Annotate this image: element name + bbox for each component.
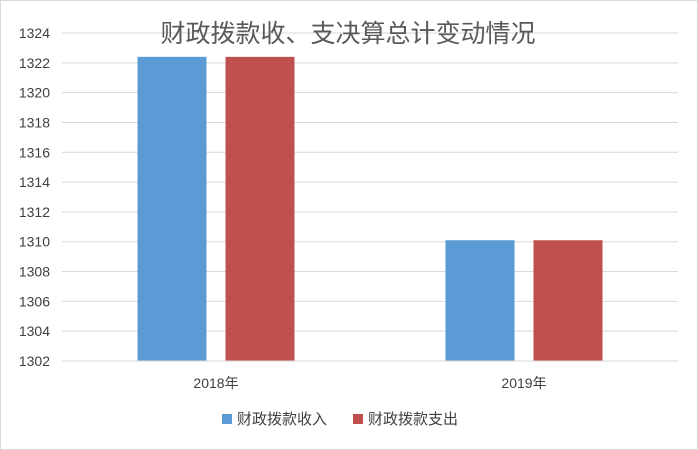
- legend-label-1: 财政拨款支出: [368, 410, 458, 428]
- x-category-label: 2019年: [501, 375, 546, 391]
- bar-expense-1: [533, 240, 603, 361]
- x-axis: 2018年 2019年: [62, 360, 678, 391]
- bar-income-1: [445, 240, 515, 361]
- legend-swatch-0: [222, 414, 232, 424]
- legend: 财政拨款收入 财政拨款支出: [222, 410, 458, 428]
- chart-title: 财政拨款收、支决算总计变动情况: [160, 19, 535, 48]
- legend-swatch-1: [353, 414, 363, 424]
- bars: [137, 56, 603, 361]
- y-tick-label: 1318: [19, 114, 50, 130]
- y-tick-label: 1324: [19, 25, 50, 41]
- y-axis: 1302 1304 1306 1308 1310 1312 1314 1316 1318 1320…: [19, 25, 50, 369]
- bar-income-0: [137, 56, 207, 361]
- y-tick-label: 1302: [19, 353, 50, 369]
- y-tick-label: 1320: [19, 85, 50, 101]
- legend-label-0: 财政拨款收入: [237, 410, 327, 428]
- y-tick-label: 1322: [19, 55, 50, 71]
- y-tick-label: 1314: [19, 174, 50, 190]
- y-tick-label: 1310: [19, 234, 50, 250]
- x-category-label: 2018年: [193, 375, 238, 391]
- y-tick-label: 1316: [19, 144, 50, 160]
- y-tick-label: 1312: [19, 204, 50, 220]
- y-tick-label: 1308: [19, 264, 50, 280]
- bar-expense-0: [225, 56, 295, 361]
- y-tick-label: 1304: [19, 323, 50, 339]
- y-tick-label: 1306: [19, 293, 50, 309]
